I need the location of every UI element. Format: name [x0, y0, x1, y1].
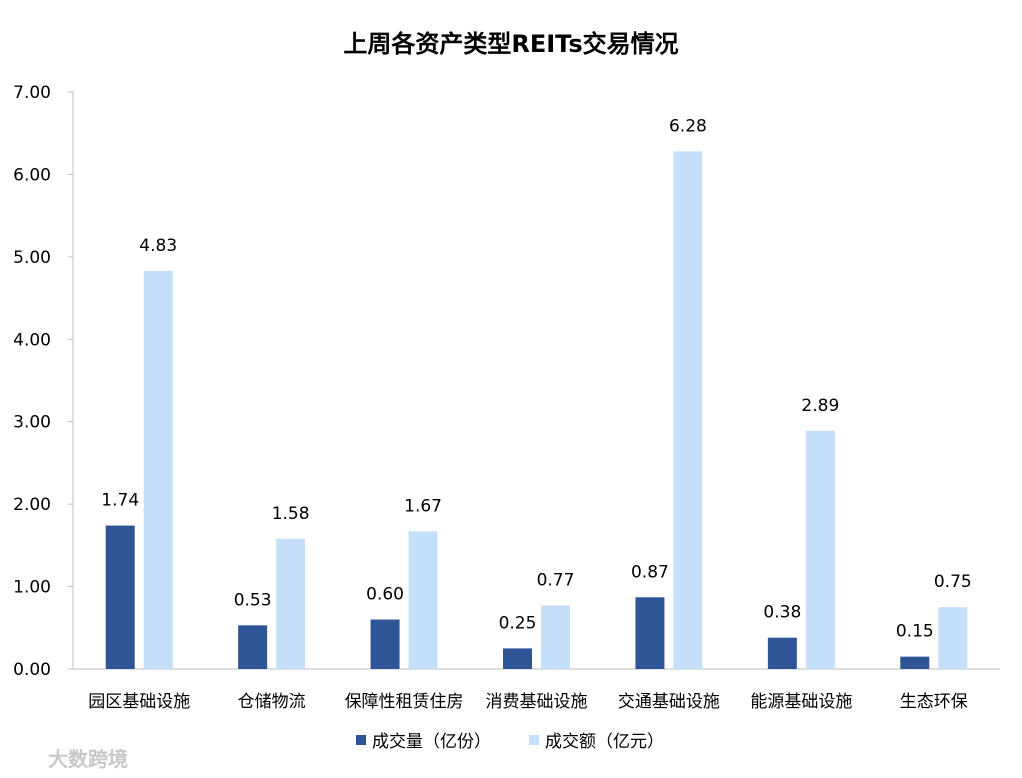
bar-series-1	[370, 619, 400, 669]
y-tick-label: 7.00	[13, 83, 51, 103]
legend: 成交量（亿份） 成交额（亿元）	[356, 732, 664, 752]
bar-series-2	[805, 430, 835, 669]
watermark: 大数跨境	[48, 747, 128, 771]
chart-title: 上周各资产类型REITs交易情况	[343, 30, 678, 58]
data-label: 1.74	[101, 491, 139, 511]
bar-series-2	[673, 151, 703, 669]
data-label: 1.67	[404, 496, 442, 516]
data-label: 0.60	[366, 585, 404, 605]
y-tick-label: 4.00	[13, 330, 51, 350]
bar-series-2	[541, 605, 570, 669]
x-category-label: 保障性租赁住房	[345, 692, 464, 712]
bar-series-1	[503, 648, 532, 669]
bars	[105, 151, 968, 669]
bar-series-1	[238, 625, 268, 669]
data-label: 0.25	[499, 613, 537, 633]
y-tick-label: 5.00	[13, 248, 51, 268]
data-label: 2.89	[801, 396, 839, 416]
legend-swatch	[356, 735, 366, 745]
data-label: 0.15	[896, 622, 934, 642]
x-category-label: 能源基础设施	[750, 692, 852, 712]
bar-series-1	[767, 637, 797, 669]
x-category-label: 生态环保	[900, 692, 968, 712]
y-tick-label: 3.00	[13, 413, 51, 433]
legend-label: 成交额（亿元）	[545, 732, 664, 752]
bar-series-2	[938, 607, 968, 669]
legend-label: 成交量（亿份）	[372, 732, 491, 752]
data-label: 0.53	[234, 590, 272, 610]
data-label: 0.77	[537, 571, 575, 591]
bar-series-2	[276, 538, 306, 669]
y-axis: 0.00 1.00 2.00 3.00 4.00 5.00 6.00 7.00	[13, 83, 74, 680]
data-label: 4.83	[139, 236, 177, 256]
y-tick-label: 2.00	[13, 495, 51, 515]
x-category-label: 消费基础设施	[486, 692, 588, 712]
bar-series-2	[143, 270, 173, 669]
x-category-label: 园区基础设施	[88, 692, 190, 712]
x-axis: 园区基础设施 仓储物流 保障性租赁住房 消费基础设施 交通基础设施 能源基础设施 生态环保	[73, 668, 1000, 712]
bar-series-1	[635, 597, 665, 669]
data-label: 0.38	[763, 603, 801, 623]
y-tick-label: 0.00	[13, 660, 51, 680]
x-category-label: 交通基础设施	[618, 692, 720, 712]
x-category-label: 仓储物流	[238, 692, 306, 712]
data-label: 1.58	[272, 504, 310, 524]
bar-series-1	[105, 525, 135, 669]
data-label: 0.87	[631, 562, 669, 582]
y-tick-label: 6.00	[13, 165, 51, 185]
y-tick-label: 1.00	[13, 578, 51, 598]
bar-series-2	[408, 531, 438, 669]
data-labels: 1.74 0.53 0.60 0.25 0.87 0.38 0.15 4.83 1.58 1.67…	[101, 116, 971, 641]
bar-series-1	[900, 656, 930, 669]
data-label: 6.28	[669, 116, 707, 136]
legend-swatch	[529, 735, 539, 745]
data-label: 0.75	[934, 572, 972, 592]
